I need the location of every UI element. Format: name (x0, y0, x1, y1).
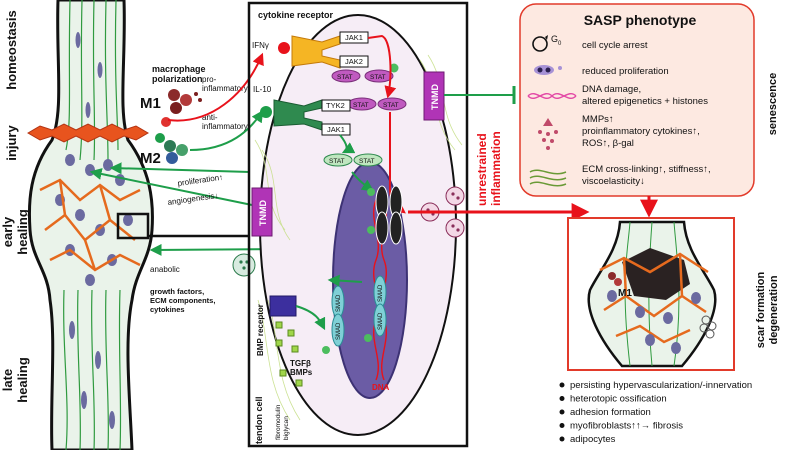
smad-label-3: SMAD (378, 284, 384, 302)
smad-label-1: SMAD (336, 294, 342, 312)
ifn-ligand-icon (278, 42, 290, 54)
senescence-label: senescence (767, 73, 779, 135)
stage-homeostasis: homeostasis (4, 10, 19, 89)
m1-macrophages-icon (161, 89, 202, 127)
ifn-signal-arrow (367, 34, 397, 99)
stage-late-healing: latehealing (0, 357, 30, 403)
stat-ifn-2 (364, 69, 394, 83)
m2-label: M2 (140, 150, 161, 167)
pro-inflammatory-label: pro-inflammatory (202, 75, 248, 93)
cell-cycle-icon (532, 35, 548, 52)
stat-il10-2-label: STAT (359, 158, 375, 165)
jak1-label-top: JAK1 (345, 33, 363, 42)
mmp-icon (538, 118, 558, 150)
stage-early-healing: earlyhealing (0, 209, 30, 255)
dna-label: DNA (372, 383, 390, 392)
ifn-label: IFNγ (252, 41, 269, 50)
outcome-item: myofibroblasts↑↑→ fibrosis (570, 421, 683, 432)
tnmd-label-left: TNMD (258, 200, 268, 226)
proliferation-label: proliferation↑ (177, 173, 224, 188)
outcome-bullet-icon (559, 409, 565, 415)
scar-formation-label: scar formationdegeneration (755, 272, 780, 349)
outcome-item: adipocytes (570, 434, 616, 445)
sasp-panel (519, 3, 755, 197)
bmp-receptor-label: BMP receptor (256, 304, 265, 356)
tnmd-box-left (251, 187, 273, 237)
sasp-item: reduced proliferation (582, 66, 669, 77)
jak2-box (339, 55, 369, 68)
stage2-text: earlyhealing (0, 209, 30, 255)
macrophage-polarization-label: macrophage polarization (152, 64, 206, 84)
il10-receptor-icon (273, 99, 323, 131)
anabolic-label: anabolic (150, 265, 180, 274)
angiogenesis-arrow (89, 168, 253, 206)
scar-m1-label: M1 (618, 288, 632, 299)
outcome-bullet-icon (559, 396, 565, 401)
stat-il10-2 (353, 153, 383, 167)
cytokine-receptor-icon (291, 35, 341, 69)
outcome-item: persisting hypervascularization/-innerva… (570, 380, 752, 391)
tgfb-bmps-label: TGFβ BMPs (290, 359, 313, 377)
sasp-item: cell cycle arrest (582, 40, 648, 51)
m1-label: M1 (140, 95, 161, 112)
g0-label: G0 (551, 34, 562, 47)
il10-signal-arrow (339, 134, 356, 154)
nuclear-stat-dimers (367, 185, 403, 245)
fibromodulin-label: fibromodulinbiglycan (275, 404, 290, 440)
jak1-box-bottom (321, 123, 351, 136)
stat-il10-1 (323, 153, 353, 167)
m2-to-il10-arrow (189, 110, 264, 151)
stage3-text: latehealing (0, 357, 30, 403)
stat-ifn-1 (331, 69, 361, 83)
bmp-receptor-icon (269, 295, 297, 317)
proliferation-arrow (109, 162, 251, 175)
il10-ligand-icon (260, 106, 272, 118)
outcome-item: adhesion formation (570, 407, 651, 418)
bmp-signal-arrow (295, 305, 326, 331)
tyk2-label: TYK2 (326, 101, 345, 110)
stat-ifn-3-label: STAT (353, 102, 369, 109)
outcomes-list: persisting hypervascularization/-innerva… (559, 380, 752, 445)
m2-macrophages-icon (155, 133, 188, 164)
smad-label-4: SMAD (378, 312, 384, 330)
outcome-item: heterotopic ossification (570, 394, 667, 405)
dna-damage-icon (527, 93, 577, 99)
jak1-label-bottom: JAK1 (327, 125, 345, 134)
tendon-cell-label: tendon cell (254, 396, 264, 444)
sasp-title: SASP phenotype (584, 12, 697, 28)
stage-injury: injury (4, 125, 19, 161)
stat-ifn-2-label: STAT (370, 74, 386, 81)
il10-label: IL-10 (253, 85, 272, 94)
sasp-item: DNA damage, altered epigenetics + histone… (582, 84, 708, 107)
stat-ifn-4-label: STAT (383, 102, 399, 109)
p-ifn-1 (389, 63, 399, 73)
anabolic-items-label: growth factors, ECM components, cytokines (150, 287, 215, 314)
smad-label-2: SMAD (336, 322, 342, 340)
sasp-item: ECM cross-linking↑, stiffness↑, viscoelas… (582, 164, 711, 187)
unrestrained-inflammation-label: unrestrainedinflammation (475, 131, 503, 206)
stat-ifn-1-label: STAT (337, 74, 353, 81)
outcome-bullet-icon (559, 436, 565, 442)
tendon-cell-frame (247, 1, 469, 448)
stat-il10-1-label: STAT (329, 158, 345, 165)
reduced-proliferation-icon (534, 65, 562, 75)
tgfb-bmp-molecules-icon (275, 321, 303, 387)
outcome-bullet-icon (559, 382, 565, 388)
anti-inflammatory-label: anti-inflammatory (202, 113, 248, 131)
cytokine-receptor-label: cytokine receptor (258, 10, 334, 20)
tyk2-box (321, 99, 351, 112)
smad-proteins (322, 275, 387, 354)
jak2-label: JAK2 (345, 57, 363, 66)
smad-feedback-arrow (327, 274, 363, 287)
outcome-bullet-icon (559, 423, 565, 428)
scar-tissue-illustration (587, 220, 717, 368)
tnmd-label-right: TNMD (430, 84, 440, 110)
ecm-crosslink-icon (529, 169, 567, 187)
m1-to-ifn-arrow (167, 52, 264, 122)
sasp-item: MMPs↑ proinflammatory cytokines↑, ROS↑, β-… (582, 114, 700, 149)
tendon-illustration (27, 0, 248, 450)
